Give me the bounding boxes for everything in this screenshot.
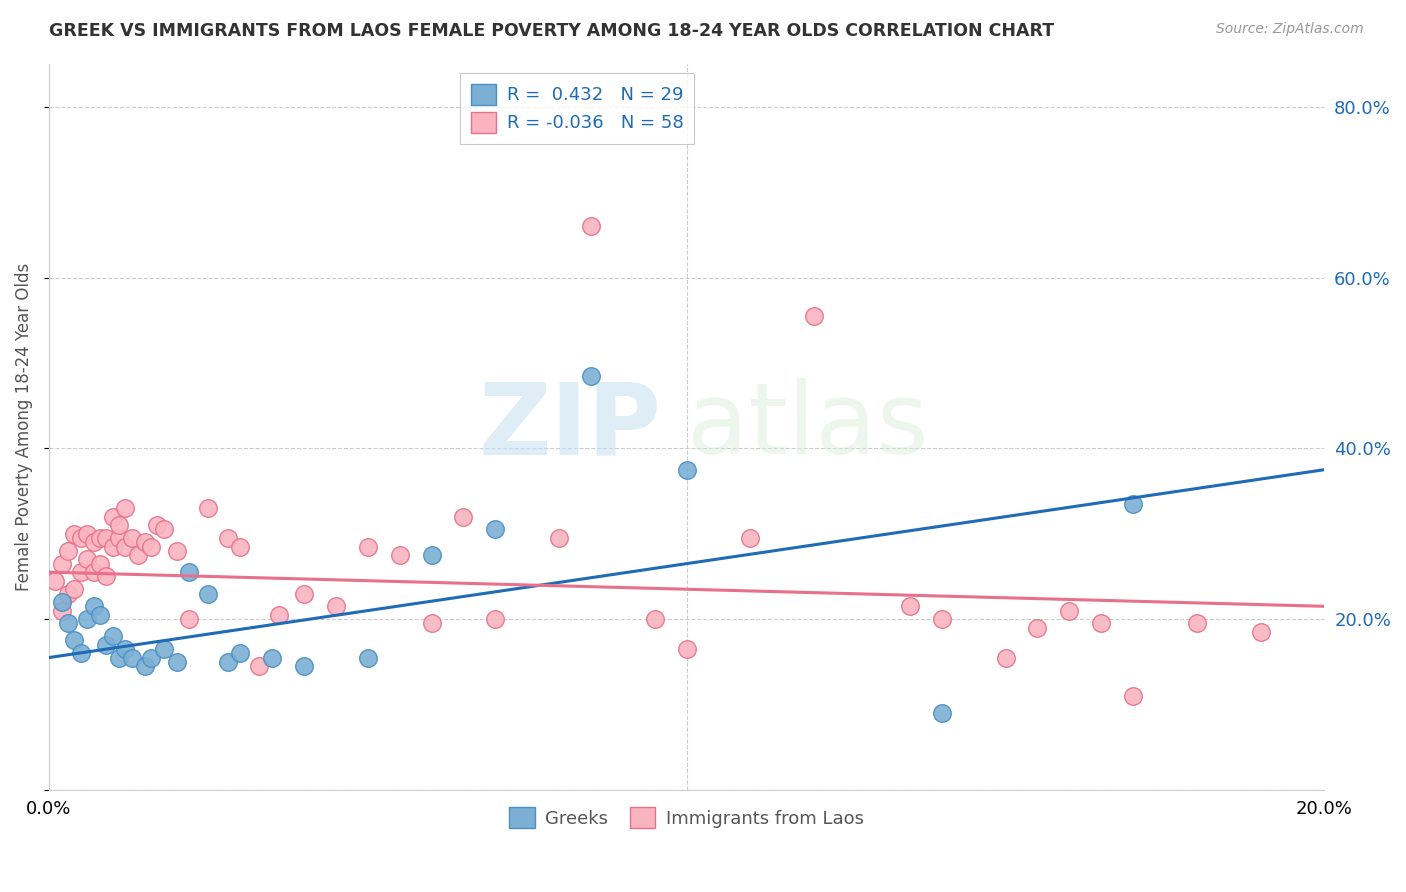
Point (484, 612, 506, 626)
Point (51, 595, 73, 609)
Point (63, 526, 86, 541)
Point (152, 642, 174, 657)
Point (898, 599, 921, 614)
Point (108, 650, 131, 665)
Point (579, 368, 602, 383)
Point (44, 574, 66, 588)
Point (388, 548, 411, 562)
Point (994, 650, 1017, 665)
Point (96, 638, 118, 652)
Point (76, 526, 98, 541)
Point (121, 650, 143, 665)
Point (101, 509, 124, 524)
Point (579, 219, 602, 234)
Point (292, 586, 315, 600)
Point (1122, 497, 1144, 511)
Point (96, 569, 118, 583)
Point (931, 612, 953, 626)
Point (56, 543, 79, 558)
Point (325, 599, 347, 614)
Point (179, 612, 201, 626)
Point (152, 523, 174, 537)
Legend: Greeks, Immigrants from Laos: Greeks, Immigrants from Laos (502, 800, 872, 835)
Text: atlas: atlas (686, 378, 928, 475)
Point (249, 659, 271, 673)
Point (1250, 624, 1272, 639)
Point (166, 543, 188, 558)
Point (1090, 616, 1112, 631)
Point (70, 531, 93, 545)
Y-axis label: Female Poverty Among 18-24 Year Olds: Female Poverty Among 18-24 Year Olds (15, 263, 32, 591)
Point (1026, 621, 1049, 635)
Point (197, 586, 219, 600)
Point (134, 659, 156, 673)
Point (121, 531, 143, 545)
Point (229, 540, 252, 554)
Point (108, 518, 131, 533)
Point (357, 540, 380, 554)
Point (51, 604, 73, 618)
Point (51, 557, 73, 571)
Point (127, 548, 149, 562)
Point (89, 557, 111, 571)
Point (644, 612, 666, 626)
Point (63, 582, 86, 597)
Point (1122, 689, 1144, 703)
Point (166, 655, 188, 669)
Point (484, 523, 506, 537)
Point (1059, 604, 1081, 618)
Point (453, 509, 475, 524)
Point (179, 565, 201, 579)
Point (76, 612, 98, 626)
Point (83, 535, 105, 549)
Point (56, 586, 79, 600)
Point (134, 535, 156, 549)
Text: Source: ZipAtlas.com: Source: ZipAtlas.com (1216, 22, 1364, 37)
Point (101, 540, 124, 554)
Point (217, 655, 239, 669)
Point (70, 646, 93, 660)
Point (70, 565, 93, 579)
Point (108, 531, 131, 545)
Point (292, 659, 315, 673)
Point (1185, 616, 1208, 631)
Point (96, 531, 118, 545)
Point (420, 548, 443, 562)
Point (740, 531, 762, 545)
Point (139, 650, 162, 665)
Point (83, 565, 105, 579)
Point (675, 642, 697, 657)
Point (931, 706, 953, 720)
Point (83, 599, 105, 614)
Point (76, 552, 98, 566)
Point (420, 616, 443, 631)
Point (803, 309, 825, 323)
Text: ZIP: ZIP (478, 378, 661, 475)
Point (146, 518, 169, 533)
Point (197, 501, 219, 516)
Point (114, 501, 136, 516)
Point (63, 633, 86, 648)
Point (56, 616, 79, 631)
Point (114, 540, 136, 554)
Point (262, 650, 284, 665)
Text: GREEK VS IMMIGRANTS FROM LAOS FEMALE POVERTY AMONG 18-24 YEAR OLDS CORRELATION C: GREEK VS IMMIGRANTS FROM LAOS FEMALE POV… (49, 22, 1054, 40)
Point (114, 642, 136, 657)
Point (89, 531, 111, 545)
Point (675, 463, 697, 477)
Point (357, 650, 380, 665)
Point (548, 531, 571, 545)
Point (267, 607, 290, 622)
Point (89, 607, 111, 622)
Point (217, 531, 239, 545)
Point (101, 629, 124, 643)
Point (139, 540, 162, 554)
Point (229, 646, 252, 660)
